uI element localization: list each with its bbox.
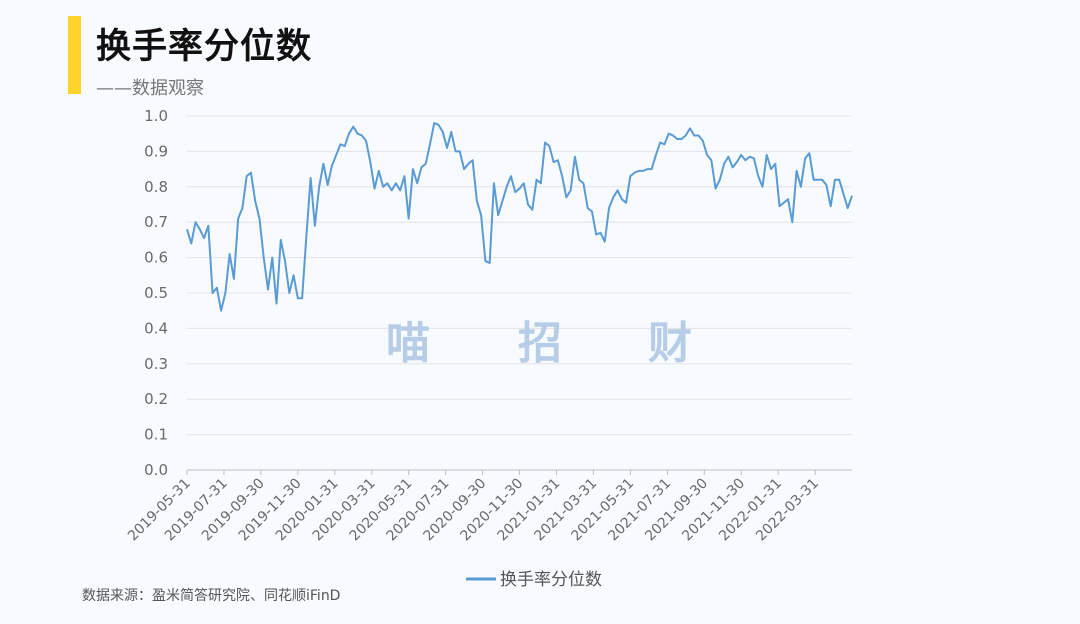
y-tick-label: 0.0	[144, 461, 168, 479]
watermark-char: 喵	[386, 318, 430, 369]
watermark-char: 招	[518, 318, 562, 369]
data-source-note: 数据来源：盈米简答研究院、同花顺iFinD	[82, 588, 341, 604]
chart-legend: 换手率分位数	[466, 570, 602, 590]
y-tick-label: 1.0	[144, 107, 168, 125]
page-title: 换手率分位数	[96, 27, 313, 67]
y-tick-label: 0.8	[144, 178, 168, 196]
y-axis-tick-labels: 0.0 0.1 0.2 0.3 0.4 0.5 0.6 0.7 0.8 0.9 1.0	[144, 107, 168, 479]
chart-gridlines	[187, 115, 852, 471]
title-accent-bar	[68, 16, 81, 94]
y-tick-label: 0.2	[144, 390, 168, 408]
y-tick-label: 0.1	[144, 426, 168, 444]
y-tick-label: 0.5	[144, 284, 168, 302]
legend-label: 换手率分位数	[500, 570, 602, 590]
y-tick-label: 0.7	[144, 213, 168, 231]
watermark-char: 财	[648, 318, 692, 369]
page-subtitle: ——数据观察	[96, 78, 204, 99]
y-tick-label: 0.9	[144, 142, 168, 160]
x-axis-tick-labels: 2019-05-312019-07-312019-09-302019-11-30…	[125, 470, 822, 544]
y-tick-label: 0.6	[144, 249, 168, 267]
series-line	[186, 122, 853, 312]
chart-series	[186, 122, 853, 312]
watermark: 喵 招 财	[386, 318, 692, 369]
y-tick-label: 0.3	[144, 355, 168, 373]
y-tick-label: 0.4	[144, 319, 168, 337]
